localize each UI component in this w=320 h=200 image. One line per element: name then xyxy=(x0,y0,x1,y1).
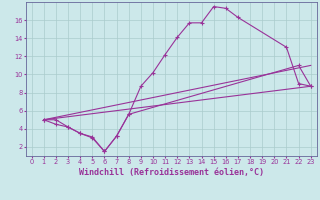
X-axis label: Windchill (Refroidissement éolien,°C): Windchill (Refroidissement éolien,°C) xyxy=(79,168,264,177)
